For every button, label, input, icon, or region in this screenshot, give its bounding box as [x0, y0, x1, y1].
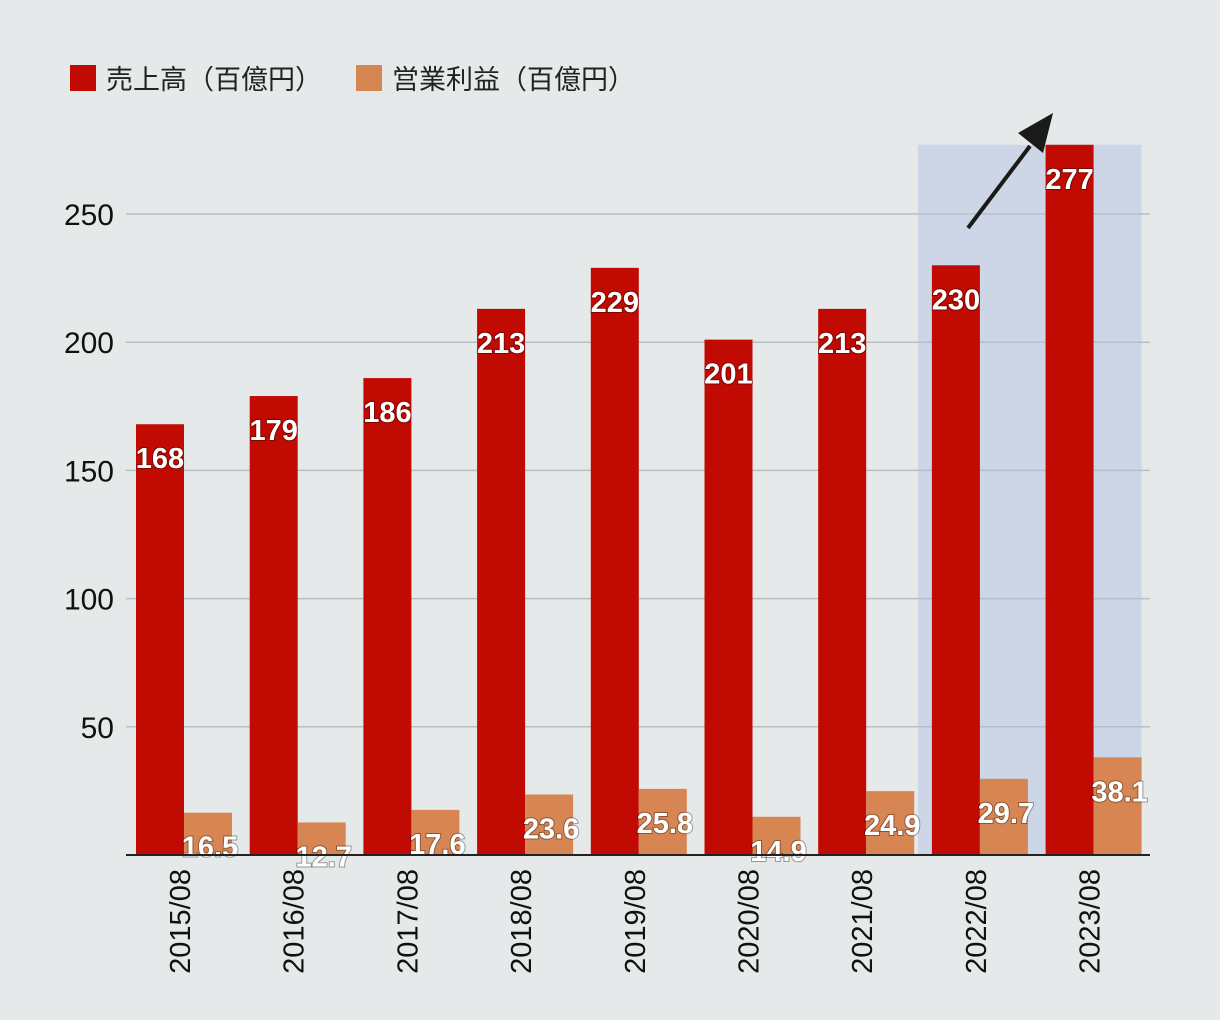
- sales-value-label: 230: [932, 284, 980, 316]
- sales-bar: [704, 339, 753, 855]
- sales-bar: [363, 378, 412, 855]
- legend-label-profit: 営業利益（百億円）: [392, 65, 635, 96]
- profit-bar: [411, 809, 460, 855]
- profit-bar: [866, 791, 915, 855]
- sales-bar: [818, 308, 867, 855]
- x-tick-label: 2019/08: [620, 869, 652, 974]
- profit-value-label: 12.7: [295, 841, 351, 873]
- x-tick-label: 2018/08: [506, 869, 538, 974]
- profit-value-label: 23.6: [523, 813, 579, 845]
- sales-value-label: 168: [136, 443, 184, 475]
- profit-value-label: 25.8: [637, 808, 693, 840]
- profit-value-label: 14.9: [750, 836, 806, 868]
- legend-swatch-sales: [70, 64, 96, 91]
- profit-value-label: 38.1: [1091, 776, 1147, 808]
- legend-item-profit: 営業利益（百億円）: [356, 58, 635, 97]
- sales-bar: [136, 424, 184, 855]
- profit-bar: [1093, 757, 1142, 855]
- sales-value-label: 213: [818, 328, 866, 360]
- sales-value-label: 277: [1045, 164, 1093, 196]
- trend-arrow-shaft: [966, 144, 1032, 230]
- x-tick-label: 2016/08: [279, 869, 311, 974]
- legend-swatch-profit: [356, 64, 382, 91]
- x-tick-label: 2017/08: [392, 869, 424, 974]
- sales-value-label: 229: [591, 287, 639, 319]
- sales-bar: [931, 265, 980, 855]
- y-tick-label: 50: [81, 712, 114, 745]
- sales-value-label: 201: [704, 359, 752, 391]
- profit-bar: [979, 778, 1028, 855]
- legend: 売上高（百億円） 営業利益（百億円）: [70, 58, 669, 97]
- x-tick-label: 2023/08: [1075, 869, 1107, 974]
- legend-label-sales: 売上高（百億円）: [106, 65, 322, 96]
- x-tick-label: 2021/08: [847, 869, 879, 974]
- profit-bar: [297, 822, 346, 855]
- profit-bar: [525, 794, 574, 855]
- sales-bar: [590, 267, 639, 855]
- sales-value-label: 186: [363, 397, 411, 429]
- sales-value-label: 213: [477, 328, 525, 360]
- y-tick-label: 150: [64, 455, 114, 488]
- profit-bar: [752, 816, 801, 855]
- sales-bar: [477, 308, 526, 855]
- trend-arrow-head: [1018, 113, 1053, 153]
- profit-bar: [638, 788, 687, 855]
- profit-value-label: 29.7: [978, 798, 1034, 830]
- profit-value-label: 17.6: [409, 829, 465, 861]
- sales-bar: [249, 396, 298, 855]
- x-tick-label: 2020/08: [734, 869, 766, 974]
- profit-value-label: 16.5: [182, 832, 238, 864]
- sales-value-label: 179: [250, 415, 298, 447]
- profit-bar: [184, 812, 232, 855]
- y-tick-label: 200: [64, 327, 114, 360]
- x-tick-label: 2015/08: [165, 869, 197, 974]
- profit-value-label: 24.9: [864, 810, 920, 842]
- sales-bar: [1045, 144, 1094, 856]
- y-tick-label: 250: [64, 199, 114, 232]
- legend-item-sales: 売上高（百億円）: [70, 58, 322, 97]
- y-tick-label: 100: [64, 584, 114, 617]
- x-tick-label: 2022/08: [961, 869, 993, 974]
